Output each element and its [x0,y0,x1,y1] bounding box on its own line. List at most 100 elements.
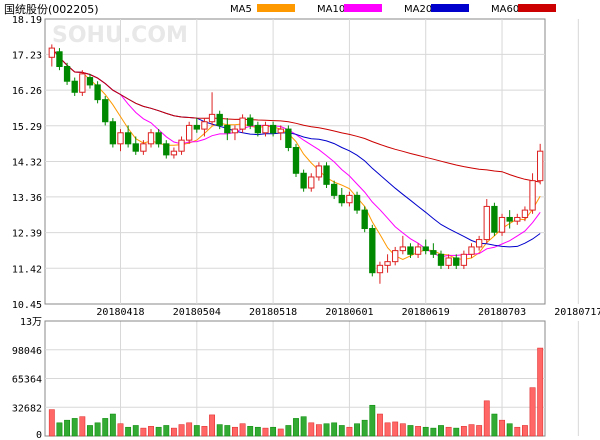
volume-bar [377,413,383,437]
price-panel: SOHU.COM 18.1917.2316.2615.2914.3213.361… [12,15,579,436]
candle-body [323,165,330,185]
candle-body [124,132,132,145]
legend-swatch-ma20 [431,4,469,12]
candle-body [521,209,529,218]
candle-body [147,132,155,145]
volume-bar [399,423,406,437]
volume-bar [140,427,147,437]
volume-bar [453,427,460,437]
volume-bar [64,419,70,437]
candle-body [239,117,246,130]
candle-body [155,132,162,145]
candle-body [285,128,292,149]
candle-body [430,250,437,255]
volume-bar [506,423,513,437]
volume-bar [71,418,78,437]
volume-bar [392,421,399,437]
volume-tick-label: 98046 [12,346,42,357]
candle-body [269,124,277,134]
volume-bar [331,422,338,437]
date-tick-label: 20180418 [96,307,144,318]
candle-body [437,253,445,266]
candle-body [132,143,139,152]
volume-bar [56,422,63,437]
volume-bar [125,426,132,437]
volume-bar [338,425,345,437]
volume-bar [438,425,444,437]
volume-bar [79,416,86,437]
volume-bar [491,413,498,437]
volume-tick-label: 32682 [12,403,42,414]
legend-label-ma10: MA10 [317,4,345,15]
candle-body [109,121,117,145]
legend-swatch-ma60 [518,4,556,12]
legend-swatch-ma10 [344,4,382,12]
volume-top-label: 13 [20,317,32,328]
volume-bar [193,425,200,437]
date-tick-label: 20180518 [249,307,297,318]
volume-bar [476,425,483,437]
volume-bar [537,347,544,437]
volume-unit-label: 万 [32,317,42,328]
volume-bar [94,422,101,437]
candle-body [300,172,307,189]
volume-bar [186,422,193,437]
ma60-line [51,47,541,183]
volume-bar [178,424,185,437]
candle-body [475,239,483,248]
candle-body [185,124,193,141]
volume-bar [262,427,269,437]
volume-bar [384,422,391,437]
price-tick-label: 15.29 [12,122,42,133]
candle-body [216,113,223,126]
candle-body [537,150,544,182]
candle-body [140,143,147,152]
volume-bar [224,425,231,437]
candle-body [254,124,262,134]
volume-bar [407,425,414,437]
chart-header: 国统股份(002205) MA5 MA10 MA20 MA60 [4,3,556,16]
volume-bar [323,423,330,437]
price-tick-label: 17.23 [12,50,42,61]
candle-body [460,253,468,266]
volume-bar [460,426,467,437]
volume-tick-label: 0 [36,430,42,440]
volume-bar [216,424,223,437]
candle-body [514,216,521,222]
price-tick-label: 16.26 [12,86,42,97]
volume-bar [499,419,505,437]
date-tick-label: 20180703 [478,307,526,318]
volume-bar [300,416,307,437]
candle-body [392,250,399,263]
volume-bar [132,425,139,437]
volume-bar [117,423,124,437]
date-tick-label: 20180717 [554,307,600,318]
legend-swatch-ma5 [257,4,295,12]
candle-body [247,117,254,126]
volume-bar [369,404,376,437]
candle-body [338,194,345,204]
candle-body [79,73,86,93]
candle-body [193,124,200,130]
candle-body [56,51,63,67]
candle-body [422,246,429,252]
volume-bar [239,423,246,437]
legend: MA5 MA10 MA20 MA60 [230,4,556,15]
candle-body [208,113,216,123]
volume-bar [468,424,475,437]
volume-bar [483,400,490,437]
volume-bar [163,425,170,437]
chart-title: 国统股份(002205) [4,3,99,16]
volume-bar [346,426,353,437]
volume-bar [277,428,284,437]
candle-body [170,150,178,156]
candle-body [63,66,71,82]
volume-bars [48,347,544,437]
candlesticks [48,44,544,284]
candle-body [529,180,536,211]
candle-body [231,128,239,134]
candle-body [346,194,353,204]
volume-bar [155,426,162,437]
volume-bar [247,426,254,437]
volume-bar [170,427,177,437]
